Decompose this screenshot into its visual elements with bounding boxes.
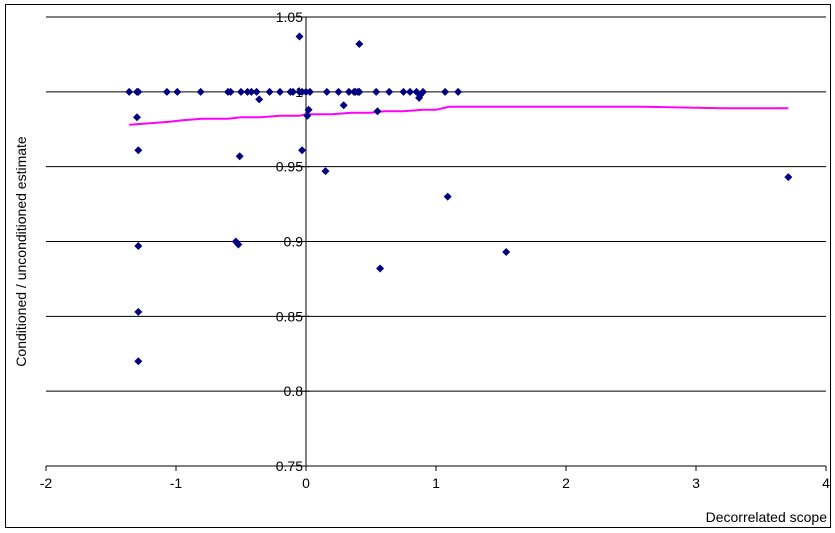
data-point <box>173 87 182 96</box>
data-point <box>134 357 143 366</box>
data-point <box>321 167 330 176</box>
data-point <box>784 173 793 182</box>
data-point <box>295 32 304 41</box>
y-axis-title: Conditioned / unconditioned estimate <box>13 136 29 367</box>
data-point <box>237 87 245 96</box>
y-tick-labels: 0.750.80.850.90.9511.05 <box>276 9 303 474</box>
data-point <box>134 87 143 96</box>
data-point <box>265 87 274 96</box>
data-point <box>125 87 134 96</box>
x-axis-title: Decorrelated scope <box>706 509 828 525</box>
data-point <box>305 87 314 96</box>
y-tick-label: 0.8 <box>284 383 304 399</box>
y-tick-label: 0.85 <box>276 308 303 324</box>
data-point <box>235 152 244 161</box>
data-point <box>443 192 452 201</box>
x-tick-labels: -2 -1 0 1 2 3 4 <box>40 475 830 491</box>
x-tick-label: 0 <box>302 475 310 491</box>
data-point <box>334 87 343 96</box>
data-point <box>344 87 353 96</box>
data-point <box>419 87 427 96</box>
trend-line <box>129 105 789 126</box>
x-tick-label: -2 <box>40 475 53 491</box>
data-point <box>355 87 364 96</box>
data-points-layer <box>125 32 793 366</box>
gridlines <box>46 16 826 467</box>
data-point <box>376 264 385 273</box>
data-point <box>255 95 264 104</box>
data-point <box>304 105 313 114</box>
y-tick-label: 0.9 <box>284 234 304 250</box>
data-point <box>406 87 414 96</box>
data-point <box>134 146 143 155</box>
data-point <box>454 87 463 96</box>
data-point <box>339 101 348 110</box>
data-point <box>134 307 143 316</box>
data-point <box>247 87 256 96</box>
y-tick-label: 1.05 <box>276 9 303 25</box>
y-tick-label: 0.95 <box>276 159 303 175</box>
axes <box>45 16 827 471</box>
data-point <box>234 240 243 249</box>
x-tick-label: 3 <box>692 475 700 491</box>
data-point <box>373 107 382 116</box>
data-point <box>441 87 450 96</box>
data-point <box>226 87 235 96</box>
data-point <box>385 87 394 96</box>
data-point <box>196 87 205 96</box>
data-point <box>252 87 261 96</box>
x-tick-label: 1 <box>432 475 440 491</box>
y-tick-label: 0.75 <box>276 458 303 474</box>
data-point <box>133 113 141 122</box>
x-tick-label: -1 <box>170 475 183 491</box>
data-point <box>276 87 284 96</box>
data-point <box>372 87 381 96</box>
trend-line-layer <box>129 105 789 126</box>
data-point <box>134 241 143 250</box>
data-point <box>298 146 307 155</box>
data-point <box>303 111 312 120</box>
data-point <box>355 39 364 48</box>
data-point <box>399 87 408 96</box>
data-point <box>162 87 171 96</box>
x-tick-label: 2 <box>562 475 570 491</box>
data-point <box>502 247 511 256</box>
x-tick-label: 4 <box>822 475 830 491</box>
data-point <box>289 87 297 96</box>
data-point <box>322 87 331 96</box>
